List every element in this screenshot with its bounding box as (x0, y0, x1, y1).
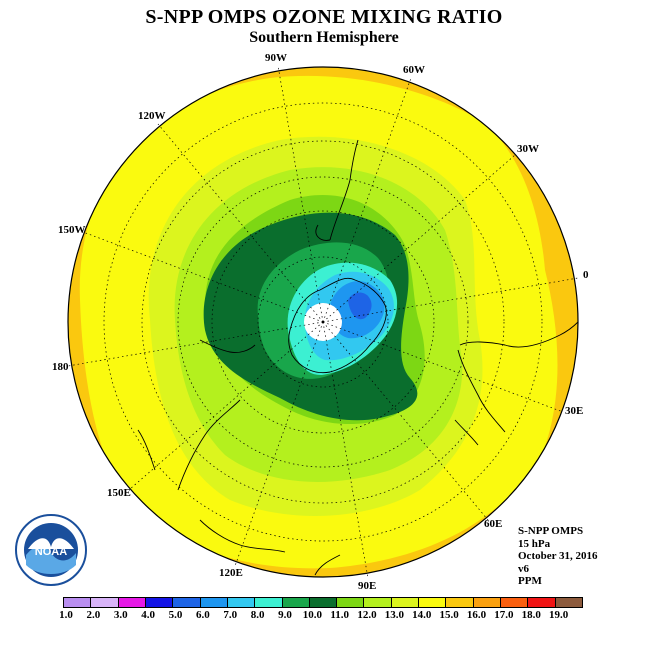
lon-label-60e: 60E (484, 518, 502, 530)
colorbar-tick-label: 19.0 (549, 609, 569, 621)
lon-label-90w: 90W (265, 52, 287, 64)
colorbar-tick-label: 12.0 (357, 609, 377, 621)
colorbar-segment (555, 598, 582, 607)
colorbar-segment (364, 598, 392, 607)
longitude-labels: 90W 60W 30W 0 30E 60E 90E 120E 150E 180 … (52, 52, 589, 592)
colorbar-segment (473, 598, 501, 607)
lon-label-120e: 120E (219, 567, 243, 579)
colorbar-segment (173, 598, 201, 607)
noaa-logo: NOAA (15, 514, 87, 586)
colorbar-tick-label: 7.0 (223, 609, 238, 621)
ozone-field (68, 67, 578, 577)
colorbar-tick-label: 1.0 (59, 609, 73, 621)
colorbar-tick-label: 16.0 (466, 609, 487, 621)
info-units: PPM (518, 575, 542, 587)
lon-label-60w: 60W (403, 64, 425, 76)
logo-text: NOAA (35, 546, 67, 558)
map-subtitle: Southern Hemisphere (249, 29, 399, 46)
lon-label-30w: 30W (517, 143, 539, 155)
colorbar-tick-label: 17.0 (494, 609, 514, 621)
colorbar-tick-label: 6.0 (195, 609, 210, 621)
lon-label-120w: 120W (138, 110, 166, 122)
info-instrument: S-NPP OMPS (518, 525, 584, 537)
colorbar-tick-label: 9.0 (278, 609, 292, 621)
lon-label-0: 0 (583, 269, 589, 281)
colorbar-segment (391, 598, 420, 607)
colorbar-tick-label: 8.0 (250, 609, 265, 621)
colorbar-segment (118, 598, 146, 607)
colorbar-segment (145, 598, 174, 607)
colorbar-segment (501, 598, 529, 607)
map-boundary (67, 66, 579, 578)
lon-label-180: 180 (52, 361, 69, 373)
graticule (67, 65, 579, 579)
dataset-info: S-NPP OMPS 15 hPa October 31, 2016 v6 PP… (518, 525, 598, 588)
colorbar-segment (446, 598, 474, 607)
map-title: S-NPP OMPS OZONE MIXING RATIO (145, 6, 503, 28)
colorbar-segment (255, 598, 283, 607)
colorbar-tick-label: 2.0 (86, 609, 101, 621)
colorbar-tick-label: 5.0 (168, 609, 183, 621)
info-version: v6 (518, 562, 529, 575)
colorbar-tick-label: 11.0 (330, 609, 349, 621)
colorbar-tick-label: 18.0 (521, 609, 541, 621)
colorbar (63, 597, 583, 608)
info-level: 15 hPa (518, 537, 551, 550)
colorbar-segment (282, 598, 310, 607)
south-pole-marker (321, 320, 325, 324)
colorbar-segment (528, 598, 556, 607)
colorbar-tick-label: 3.0 (113, 609, 128, 621)
lon-label-90e: 90E (358, 580, 376, 592)
colorbar-tick-label: 10.0 (302, 609, 322, 621)
colorbar-segment (91, 598, 119, 607)
coastlines (137, 139, 579, 576)
colorbar-segment (200, 598, 228, 607)
colorbar-tick-label: 14.0 (412, 609, 432, 621)
info-date: October 31, 2016 (518, 550, 598, 562)
colorbar-segment (227, 598, 256, 607)
colorbar-tick-label: 4.0 (141, 609, 155, 621)
colorbar-tick-label: 15.0 (439, 609, 459, 621)
colorbar-tick-label: 13.0 (384, 609, 405, 621)
lon-label-30e: 30E (565, 405, 583, 417)
lon-label-150w: 150W (58, 224, 86, 236)
colorbar-segment (309, 598, 338, 607)
colorbar-segment (419, 598, 447, 607)
colorbar-segment (64, 598, 92, 607)
colorbar-labels: 1.0 2.0 3.0 4.0 5.0 6.0 7.0 8.0 9.0 10.0 11.0 12.0 1… (0, 609, 648, 623)
lon-label-150e: 150E (107, 487, 131, 499)
colorbar-segment (337, 598, 365, 607)
